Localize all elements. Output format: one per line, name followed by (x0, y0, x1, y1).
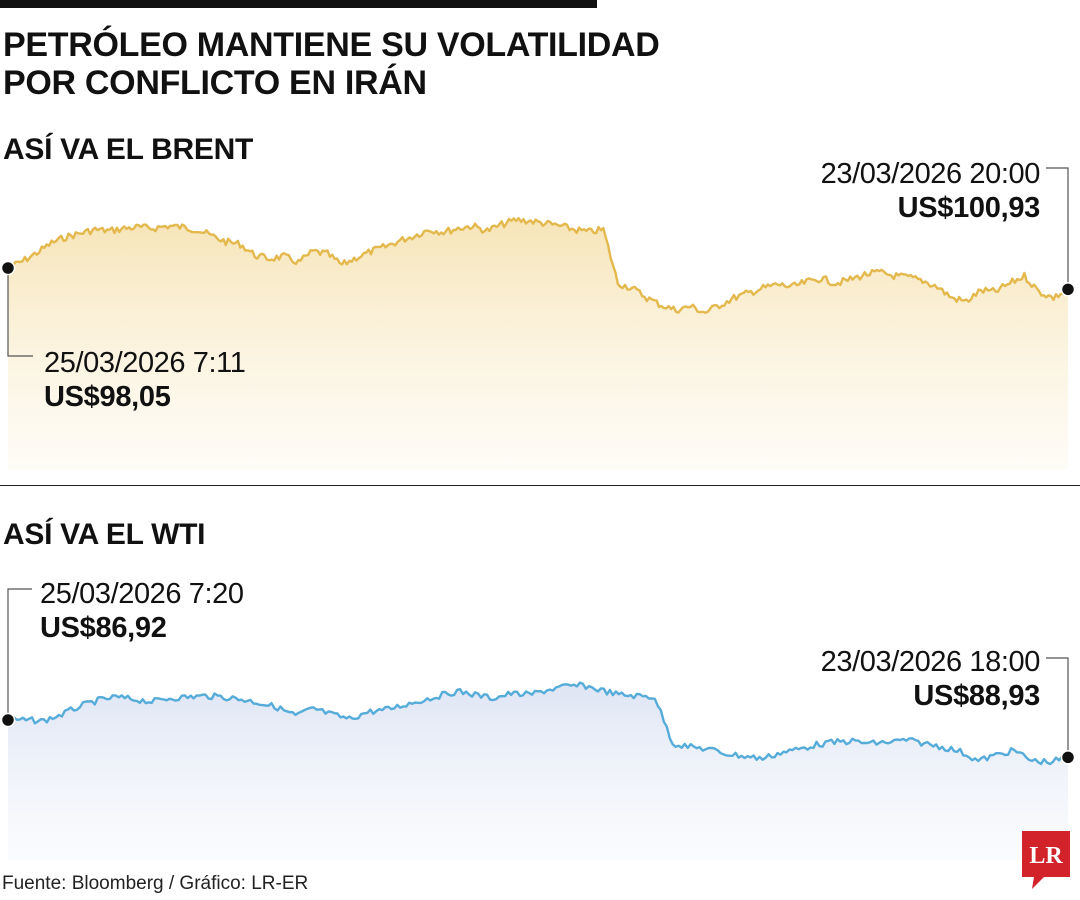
source-credit: Fuente: Bloomberg / Gráfico: LR-ER (2, 873, 309, 894)
top-accent-bar (0, 0, 597, 8)
brent-start-annotation: 25/03/2026 7:11 US$98,05 (44, 346, 246, 414)
wti-start-price: US$86,92 (40, 612, 167, 644)
brent-end-point (1060, 282, 1076, 297)
wti-end-date: 23/03/2026 18:00 (820, 646, 1041, 678)
wti-end-point (1060, 750, 1076, 765)
lr-logo: LR (1022, 831, 1070, 889)
brent-chart (0, 167, 1076, 470)
wti-end-price: US$88,93 (913, 680, 1040, 712)
wti-end-leader-line (1046, 657, 1069, 758)
brent-end-price: US$100,93 (897, 192, 1041, 224)
brent-start-leader-line (7, 268, 33, 357)
brent-start-date: 25/03/2026 7:11 (44, 347, 246, 379)
wti-chart (0, 588, 1076, 860)
brent-start-point (0, 260, 16, 276)
logo-text: LR (1029, 843, 1063, 869)
wti-start-leader-line (7, 588, 32, 720)
brent-section-title: ASÍ VA EL BRENT (3, 133, 253, 166)
wti-start-annotation: 25/03/2026 7:20 US$86,92 (40, 577, 244, 645)
section-divider (0, 485, 1080, 486)
wti-price-line (7, 681, 1069, 766)
page-title: PETRÓLEO MANTIENE SU VOLATILIDAD POR CON… (3, 26, 903, 102)
wti-start-date: 25/03/2026 7:20 (40, 578, 244, 610)
brent-end-annotation: 23/03/2026 20:00 US$100,93 (820, 157, 1041, 225)
brent-start-price: US$98,05 (44, 381, 171, 413)
wti-section-title: ASÍ VA EL WTI (3, 518, 206, 551)
brent-price-line (7, 216, 1069, 314)
brent-end-date: 23/03/2026 20:00 (820, 158, 1041, 190)
title-line-1: PETRÓLEO MANTIENE SU VOLATILIDAD (3, 26, 660, 64)
wti-end-annotation: 23/03/2026 18:00 US$88,93 (820, 645, 1041, 713)
title-line-2: POR CONFLICTO EN IRÁN (3, 64, 427, 102)
brent-end-leader-line (1046, 167, 1069, 290)
wti-start-point (0, 712, 16, 728)
wti-area-fill (8, 682, 1068, 860)
brent-area-fill (8, 218, 1068, 470)
